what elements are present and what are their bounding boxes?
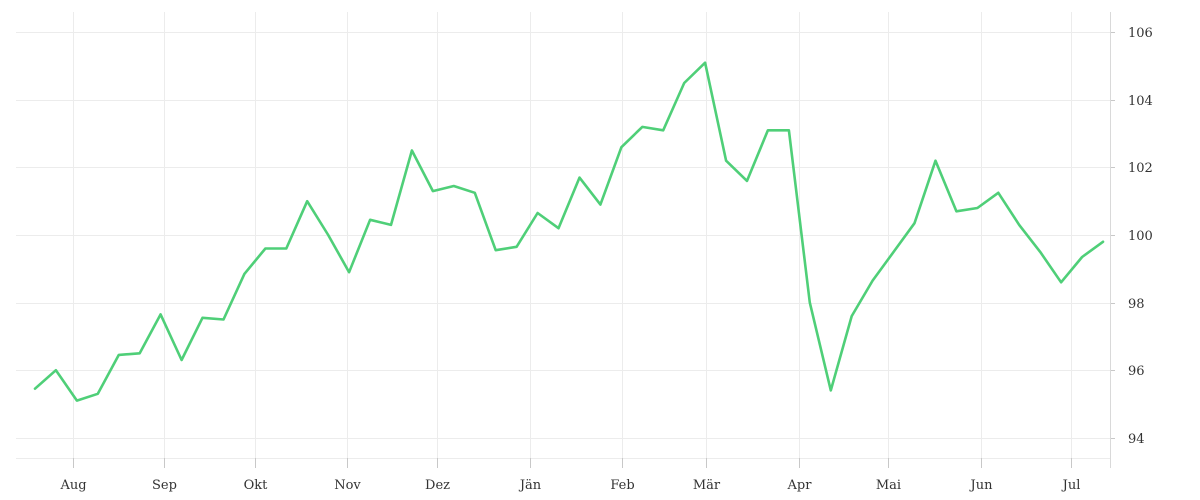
data-point (723, 158, 729, 164)
data-point (1016, 222, 1022, 228)
data-point (807, 300, 813, 306)
data-point (472, 190, 478, 196)
data-point (200, 315, 206, 321)
data-point (933, 158, 939, 164)
data-point (451, 183, 457, 189)
data-point (744, 178, 750, 184)
data-point (137, 350, 143, 356)
data-point (74, 398, 80, 404)
data-point (702, 60, 708, 66)
x-tick-label: Mai (876, 478, 901, 493)
series-line (33, 61, 1105, 402)
data-point (618, 144, 624, 150)
data-point (241, 271, 247, 277)
data-point (430, 188, 436, 194)
tick-labels: 94 96 98 100 102 104 106 Aug Sep Okt Nov Dez Jän Feb M… (59, 26, 1152, 493)
data-point (1058, 279, 1064, 285)
data-point (660, 127, 666, 133)
data-point (1037, 249, 1043, 255)
data-point (53, 367, 59, 373)
data-point (577, 175, 583, 181)
x-tick-label: Dez (425, 478, 450, 493)
y-tick-label: 96 (1128, 364, 1145, 379)
data-point (493, 247, 499, 253)
series-layer (32, 60, 1106, 404)
x-tick-label: Mär (693, 478, 721, 493)
x-tick-label: Okt (244, 478, 269, 493)
data-point (283, 246, 289, 252)
data-point (346, 269, 352, 275)
data-point (179, 357, 185, 363)
data-point (639, 124, 645, 130)
data-point (974, 205, 980, 211)
data-point (367, 217, 373, 223)
data-point (597, 202, 603, 208)
x-tick-label: Jun (969, 478, 994, 493)
x-tick-label: Jul (1061, 478, 1081, 493)
grid (16, 12, 1110, 459)
data-point (870, 278, 876, 284)
data-point (912, 220, 918, 226)
data-point (535, 210, 541, 216)
x-tick-label: Sep (152, 478, 177, 493)
data-point (765, 127, 771, 133)
data-point (388, 222, 394, 228)
y-tick-label: 98 (1128, 297, 1145, 312)
data-point (681, 80, 687, 86)
data-point (221, 317, 227, 323)
data-point (262, 246, 268, 252)
x-tick-label: Aug (59, 478, 86, 493)
x-tick-label: Nov (334, 478, 361, 493)
data-point (556, 225, 562, 231)
data-point (995, 190, 1001, 196)
y-tick-label: 102 (1128, 161, 1153, 176)
axes (73, 12, 1115, 468)
data-point (32, 386, 38, 392)
data-point (95, 391, 101, 397)
data-point (409, 148, 415, 154)
data-point (116, 352, 122, 358)
data-point (849, 313, 855, 319)
data-point (325, 232, 331, 238)
y-tick-label: 104 (1128, 94, 1153, 109)
y-tick-label: 94 (1128, 432, 1145, 447)
x-tick-label: Apr (787, 478, 813, 493)
x-tick-label: Jän (518, 478, 542, 493)
data-point (1100, 239, 1106, 245)
data-point (304, 198, 310, 204)
y-tick-label: 100 (1128, 229, 1153, 244)
data-point (1079, 254, 1085, 260)
data-point (891, 249, 897, 255)
data-point (828, 387, 834, 393)
data-point (953, 208, 959, 214)
data-point (514, 244, 520, 250)
x-tick-label: Feb (610, 478, 634, 493)
data-point (158, 311, 164, 317)
y-tick-label: 106 (1128, 26, 1153, 41)
data-point (786, 127, 792, 133)
